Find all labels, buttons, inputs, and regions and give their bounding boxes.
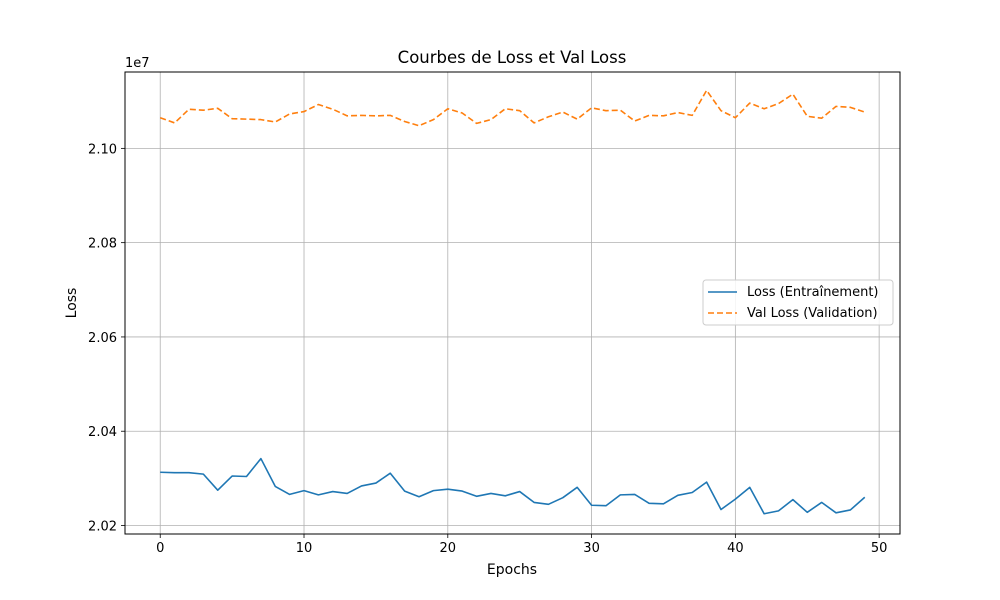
x-tick-label: 20 — [440, 541, 457, 556]
loss-series-line — [160, 457, 866, 515]
x-axis-ticks: 0 10 20 30 40 50 — [156, 534, 887, 556]
y-axis-ticks: 2.02 2.04 2.06 2.08 2.10 — [88, 142, 125, 535]
y-tick-label: 2.08 — [88, 237, 117, 252]
series-lines — [159, 89, 866, 515]
x-tick-label: 10 — [296, 541, 313, 556]
y-axis-offset-label: 1e7 — [125, 56, 150, 71]
val-loss-series-line — [159, 89, 866, 127]
y-tick-label: 2.06 — [88, 331, 117, 346]
x-tick-label: 0 — [156, 541, 164, 556]
x-axis-label: Epochs — [487, 562, 537, 578]
legend-label-loss: Loss (Entraînement) — [747, 285, 879, 300]
y-tick-label: 2.02 — [88, 520, 117, 535]
x-tick-label: 50 — [871, 541, 888, 556]
plot-frame — [124, 71, 901, 535]
y-axis-label: Loss — [64, 288, 80, 319]
chart-title: Courbes de Loss et Val Loss — [398, 48, 627, 67]
legend-label-val-loss: Val Loss (Validation) — [747, 306, 878, 321]
y-tick-label: 2.10 — [88, 142, 117, 157]
legend: Loss (Entraînement) Val Loss (Validation… — [702, 279, 894, 326]
y-tick-label: 2.04 — [88, 425, 117, 440]
x-tick-label: 40 — [727, 541, 744, 556]
x-tick-label: 30 — [583, 541, 600, 556]
legend-box — [702, 279, 894, 326]
